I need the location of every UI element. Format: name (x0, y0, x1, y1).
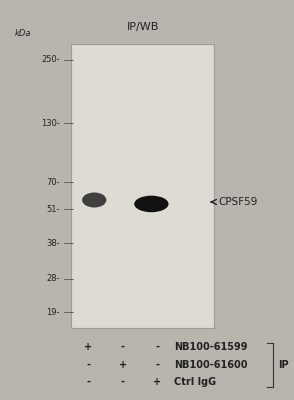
Ellipse shape (134, 196, 168, 212)
Text: kDa: kDa (14, 29, 31, 38)
Text: -: - (86, 377, 91, 387)
Text: -: - (121, 377, 125, 387)
Text: 51-: 51- (46, 204, 60, 214)
Text: +: + (153, 377, 161, 387)
Text: 38-: 38- (46, 239, 60, 248)
Bar (71, 44, 214, 328)
Text: 250-: 250- (41, 56, 60, 64)
Text: +: + (84, 342, 93, 352)
Text: IP/WB: IP/WB (127, 22, 159, 32)
Text: +: + (119, 360, 127, 370)
Text: 130-: 130- (41, 118, 60, 128)
Bar (73, 46, 213, 326)
Text: 19-: 19- (46, 308, 60, 317)
Text: Ctrl IgG: Ctrl IgG (174, 377, 216, 387)
Text: -: - (155, 342, 159, 352)
Text: CPSF59: CPSF59 (218, 197, 258, 207)
Ellipse shape (82, 192, 106, 208)
Text: 70-: 70- (46, 178, 60, 187)
Text: IP: IP (279, 360, 289, 370)
Text: -: - (86, 360, 91, 370)
Text: -: - (155, 360, 159, 370)
Text: NB100-61600: NB100-61600 (174, 360, 248, 370)
Text: -: - (121, 342, 125, 352)
Text: NB100-61599: NB100-61599 (174, 342, 248, 352)
Text: 28-: 28- (46, 274, 60, 283)
